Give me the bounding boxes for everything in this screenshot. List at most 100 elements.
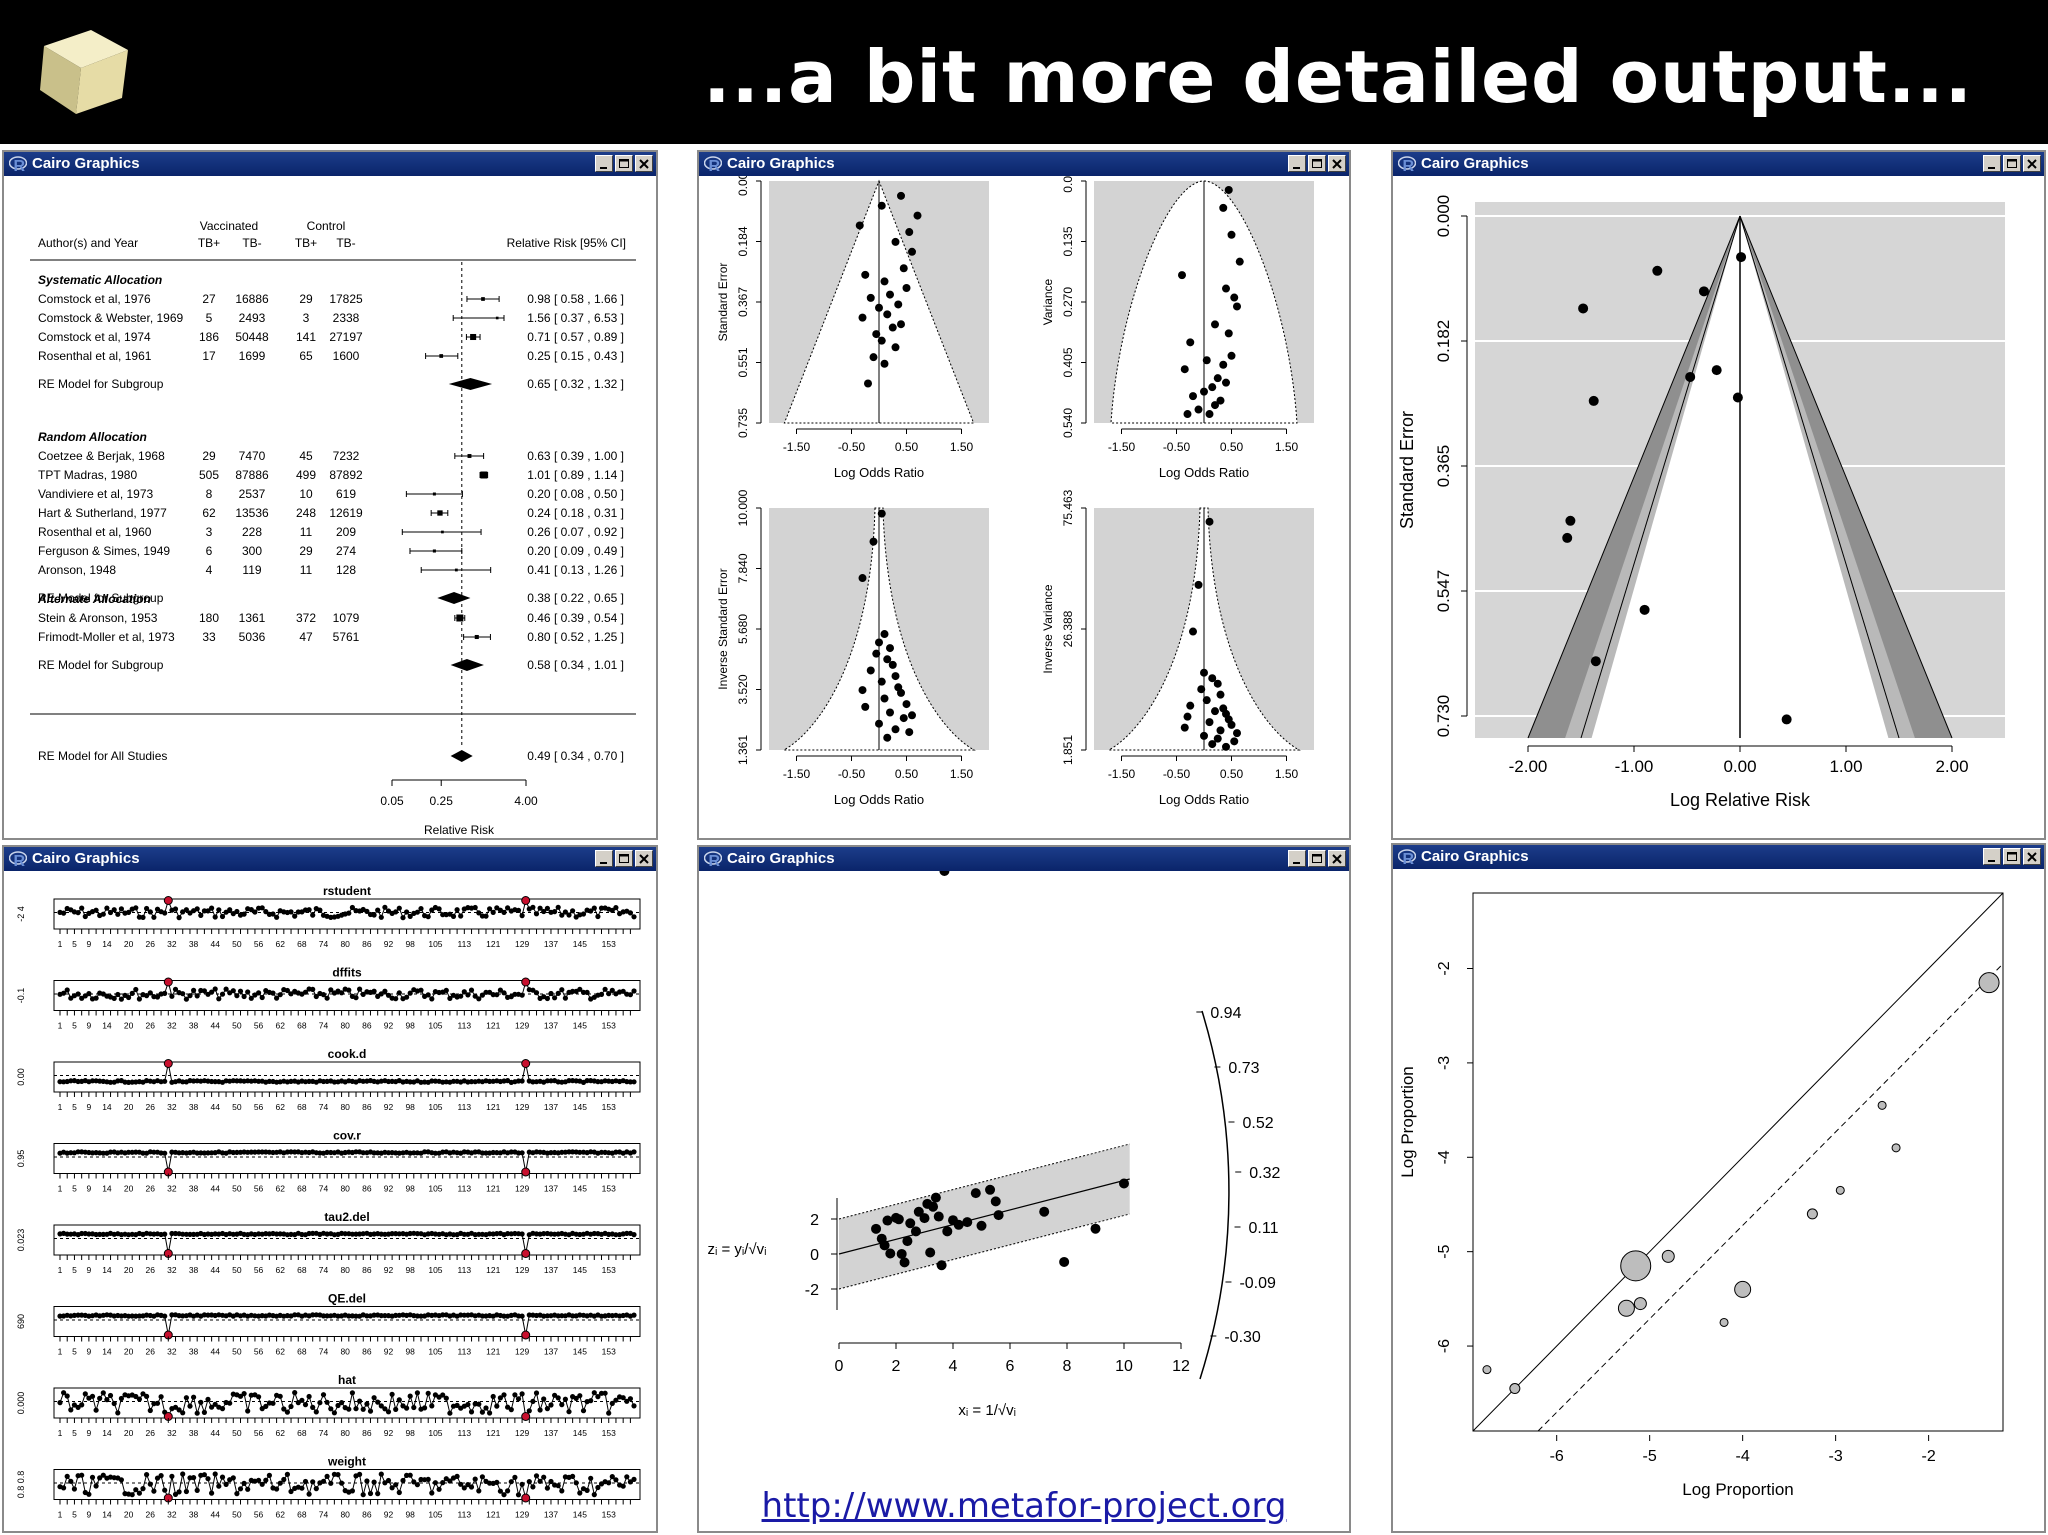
window-influence-diagnostics[interactable]: R Cairo Graphics rstudent -2 4 1 5 9 14 20 26 32… [2,845,658,1533]
x-tick-label: 145 [573,1428,587,1438]
window-titlebar[interactable]: R Cairo Graphics [699,847,1349,871]
x-axis-label: Log Odds Ratio [1159,792,1249,807]
y-tick-label: 0.547 [1434,570,1453,613]
close-button[interactable] [635,850,653,867]
data-point [245,1486,251,1492]
data-point [1039,1206,1050,1217]
data-point [194,993,200,999]
data-point [939,871,950,876]
close-button[interactable] [2023,848,2041,865]
x-tick-label: 92 [384,1265,394,1275]
data-point [339,990,345,996]
maximize-button[interactable] [2003,848,2021,865]
data-point [570,908,576,914]
control-tb-pos: 45 [299,449,313,463]
re-model-label: RE Model for Subgroup [38,658,164,672]
x-tick-label: 56 [254,1510,264,1520]
data-point [64,987,70,993]
maximize-button[interactable] [2003,155,2021,172]
window-titlebar[interactable]: R Cairo Graphics [699,152,1349,176]
data-point [440,1392,446,1398]
window-funnel-plots[interactable]: R Cairo Graphics -1.50 -0.50 0.50 1.50 Log O… [697,150,1351,840]
window-funnel-contour[interactable]: R Cairo Graphics -2.00 -1.00 0.00 1.00 2.00 L… [1391,150,2046,840]
minimize-button[interactable] [1288,850,1306,867]
close-icon [2027,852,2037,862]
window-titlebar[interactable]: R Cairo Graphics [1393,152,2044,176]
study-name: Hart & Sutherland, 1977 [38,506,167,520]
close-button[interactable] [2023,155,2041,172]
minimize-button[interactable] [595,850,613,867]
window-titlebar[interactable]: R Cairo Graphics [4,152,656,176]
data-point [537,1407,543,1413]
data-point [71,1402,77,1408]
window-radial-plot[interactable]: R Cairo Graphics 0 2 4 6 8 10 12 xᵢ = 1/√vᵢ 2 0 -2… [697,845,1351,1533]
window-titlebar[interactable]: R Cairo Graphics [4,847,656,871]
data-point [591,1492,597,1498]
data-point [198,1399,204,1405]
window-labbe-plot[interactable]: R Cairo Graphics -6 -5 -4 -3 -2 Log Proportio… [1391,843,2046,1533]
data-point [360,1406,366,1412]
data-point [140,1486,146,1492]
control-tb-pos: 10 [299,487,313,501]
data-point [407,1393,413,1399]
maximize-button[interactable] [615,850,633,867]
vaccinated-tb-pos: 4 [206,563,213,577]
close-button[interactable] [1328,155,1346,172]
svg-text:R: R [14,853,26,869]
data-point [201,988,207,994]
data-point [591,905,597,911]
data-point [270,1400,276,1406]
window-forest-plot[interactable]: R Cairo Graphics Vaccinated Control Author… [2,150,658,840]
data-point [129,1492,135,1498]
study-point [480,471,488,479]
data-point [858,313,867,322]
window-titlebar[interactable]: R Cairo Graphics [1393,845,2044,869]
study-ci: 0.46 [ 0.39 , 0.54 ] [527,611,624,625]
data-point [512,1392,518,1398]
x-tick-label: 68 [297,939,307,949]
data-point [241,911,247,917]
close-button[interactable] [1328,850,1346,867]
data-point [479,1150,485,1156]
x-tick-label: 145 [573,1510,587,1520]
maximize-button[interactable] [1308,850,1326,867]
panel-title: cov.r [333,1129,361,1143]
x-tick-label: 86 [362,1265,372,1275]
minimize-button[interactable] [595,155,613,172]
x-tick-label: -2.00 [1509,757,1548,776]
x-tick-label: 10 [1115,1358,1133,1375]
data-point [306,1078,312,1084]
data-point [609,987,615,993]
control-tb-neg: 274 [336,544,356,558]
highlighted-point [521,1330,531,1340]
maximize-button[interactable] [615,155,633,172]
control-tb-neg: 619 [336,487,356,501]
data-point [68,1478,74,1484]
maximize-icon [619,854,629,863]
x-tick-label: 92 [384,939,394,949]
x-tick-label: 20 [124,1347,134,1357]
data-point [1213,374,1222,383]
minimize-button[interactable] [1983,155,2001,172]
data-point [454,907,460,913]
x-tick-label: 0.50 [1220,767,1244,781]
header-ci: Relative Risk [95% CI] [507,236,626,250]
study-name: Frimodt-Moller et al, 1973 [38,630,175,644]
close-button[interactable] [635,155,653,172]
minimize-button[interactable] [1288,155,1306,172]
x-tick-label: 38 [189,1184,199,1194]
data-point [913,211,922,220]
maximize-button[interactable] [1308,155,1326,172]
data-point [627,1396,634,1402]
data-point [1719,1317,1729,1327]
x-tick-label: 68 [297,1184,307,1194]
x-tick-label: 1 [58,1265,63,1275]
project-url-link[interactable]: http://www.metafor-project.org [761,1486,1287,1526]
x-tick-label: 62 [275,1510,285,1520]
data-point [552,1392,558,1398]
x-tick-label: 26 [146,939,156,949]
x-tick-label: 32 [167,1428,177,1438]
minimize-button[interactable] [1983,848,2001,865]
x-tick-label: 80 [340,1510,350,1520]
data-point [443,987,449,993]
